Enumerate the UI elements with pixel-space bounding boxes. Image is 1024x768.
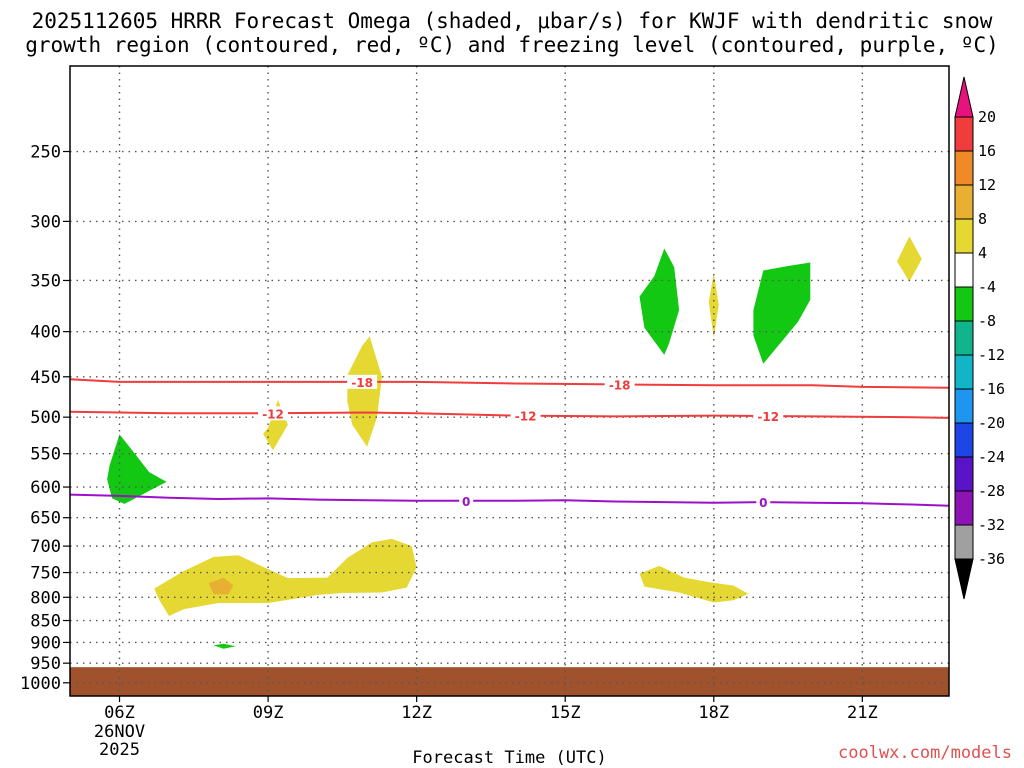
colorbar-segment: [954, 286, 974, 322]
x-tick-label: 09Z: [253, 703, 284, 723]
colorbar-segment: [954, 252, 974, 288]
contour-label: -18: [351, 376, 373, 390]
contour-label-bg: [604, 377, 635, 392]
colorbar: 20 16 12 8 4 -4 -8 -12 -16 -20 -24 -28 -32 -36: [954, 76, 1005, 600]
y-tick-label: 400: [30, 323, 61, 343]
omega-region-1: [208, 577, 234, 595]
colorbar-label: 4: [978, 244, 987, 262]
y-tick-label: 950: [30, 654, 61, 674]
omega-region-8: [753, 262, 811, 364]
credit-text[interactable]: coolwx.com/models: [838, 743, 1012, 763]
contour-label-bg: [753, 409, 784, 424]
y-tick-label: 800: [30, 588, 61, 608]
colorbar-label: -28: [978, 482, 1005, 500]
colorbar-label: -12: [978, 346, 1005, 364]
omega-region-9: [897, 236, 922, 282]
x-tick-label: 06Z: [104, 703, 135, 723]
x-tick-label: 15Z: [550, 703, 581, 723]
colorbar-label: 20: [978, 108, 996, 126]
colorbar-label: -36: [978, 550, 1005, 568]
dendritic-contour--12: [69, 410, 950, 419]
dendritic-contour--18: [69, 378, 950, 389]
contour-label: 0: [462, 495, 470, 509]
grid-layer: [70, 66, 949, 696]
x-date-label: 26NOV: [94, 722, 145, 742]
omega-region-7: [708, 272, 719, 339]
contour-label-bg: [510, 408, 541, 423]
contour-label-bg: [347, 374, 378, 389]
ground-layer: [70, 667, 949, 696]
freezing-level-contour-0: [69, 493, 950, 507]
omega-shading-layer: [107, 236, 922, 649]
chart-title-line1: 2025112605 HRRR Forecast Omega (shaded, …: [31, 9, 993, 33]
y-tick-label: 350: [30, 271, 61, 291]
contour-label: -12: [757, 410, 779, 424]
x-axis-label: Forecast Time (UTC): [412, 748, 606, 768]
y-tick-label: 250: [30, 143, 61, 163]
contour-label: -12: [515, 410, 537, 424]
x-tick-label: 18Z: [698, 703, 729, 723]
colorbar-segment: [954, 184, 974, 220]
y-tick-label: 450: [30, 368, 61, 388]
omega-region-5: [639, 565, 749, 603]
x-date-label: 2025: [99, 740, 140, 760]
y-tick-label: 1000: [20, 674, 61, 694]
contour-label: 0: [759, 496, 767, 510]
plot-frame: [69, 65, 950, 697]
omega-region-4: [347, 336, 382, 447]
omega-region-2: [107, 434, 167, 504]
colorbar-label: 16: [978, 142, 996, 160]
x-tick-label: 21Z: [847, 703, 878, 723]
colorbar-bottom-triangle: [954, 558, 974, 600]
colorbar-top-triangle: [954, 76, 974, 118]
chart-title-line2: growth region (contoured, red, ºC) and f…: [25, 33, 999, 57]
colorbar-segment: [954, 218, 974, 254]
colorbar-segment: [954, 320, 974, 356]
contour-label: -18: [609, 378, 631, 392]
colorbar-label: -16: [978, 380, 1005, 398]
contour-label-bg: [459, 493, 474, 508]
colorbar-segment: [954, 388, 974, 424]
colorbar-segment: [954, 116, 974, 152]
y-tick-label: 550: [30, 445, 61, 465]
colorbar-segment: [954, 422, 974, 458]
contour-label-bg: [258, 406, 289, 421]
colorbar-label: 8: [978, 210, 987, 228]
omega-region-0: [154, 538, 417, 616]
y-tick-label: 700: [30, 537, 61, 557]
contour-label-bg: [756, 495, 771, 510]
y-tick-label: 650: [30, 509, 61, 529]
colorbar-label: -4: [978, 278, 996, 296]
colorbar-segment: [954, 490, 974, 526]
colorbar-label: -24: [978, 448, 1005, 466]
y-tick-label: 600: [30, 478, 61, 498]
colorbar-label: 12: [978, 176, 996, 194]
colorbar-label: -8: [978, 312, 996, 330]
x-tick-label: 12Z: [401, 703, 432, 723]
colorbar-label: -32: [978, 516, 1005, 534]
colorbar-segment: [954, 524, 974, 560]
y-tick-label: 850: [30, 612, 61, 632]
contour-layer: -18 -18 -12 -12 -12 0 0: [69, 374, 950, 510]
contour-label: -12: [262, 407, 284, 421]
colorbar-label: -20: [978, 414, 1005, 432]
colorbar-segment: [954, 456, 974, 492]
axis-layer: 2503003504004505005506006507007508008509…: [20, 65, 950, 768]
y-tick-label: 900: [30, 633, 61, 653]
colorbar-segment: [954, 354, 974, 390]
y-tick-label: 300: [30, 212, 61, 232]
omega-region-6: [639, 248, 680, 355]
y-tick-label: 750: [30, 564, 61, 584]
omega-region-10: [213, 643, 236, 649]
y-tick-label: 500: [30, 408, 61, 428]
ground-fill: [70, 667, 949, 696]
colorbar-segment: [954, 150, 974, 186]
